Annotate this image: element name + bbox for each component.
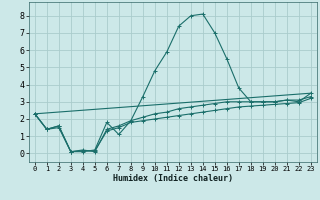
X-axis label: Humidex (Indice chaleur): Humidex (Indice chaleur) — [113, 174, 233, 183]
